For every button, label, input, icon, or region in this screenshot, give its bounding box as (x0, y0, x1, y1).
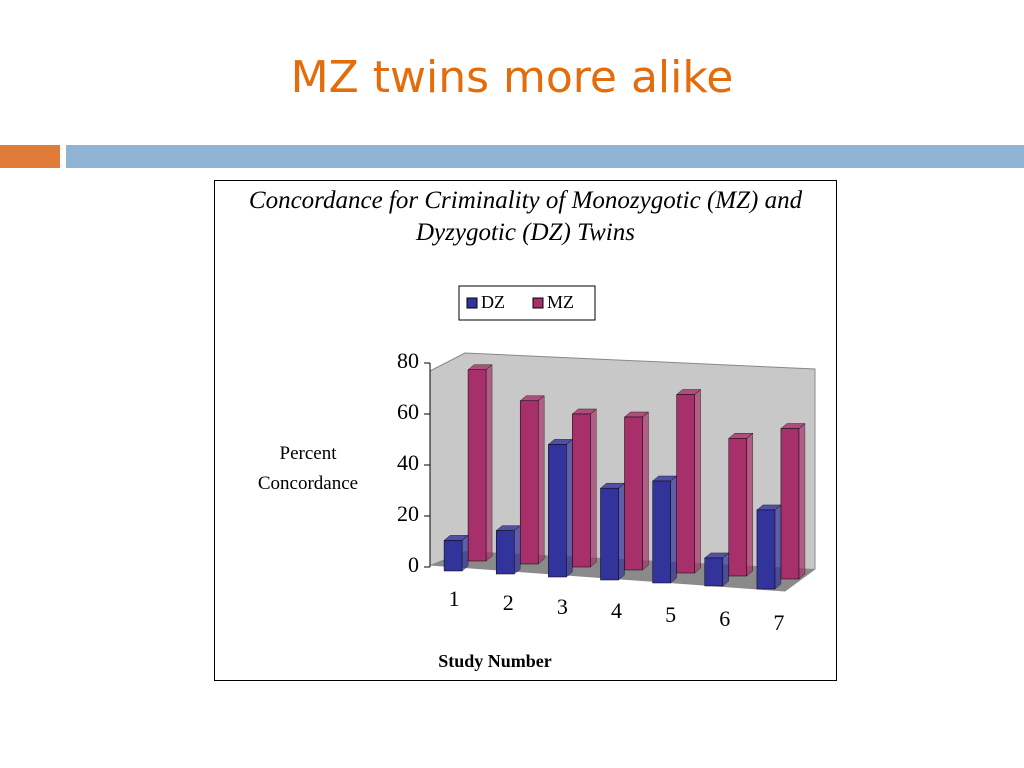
bar (676, 394, 695, 574)
legend-label: MZ (547, 292, 574, 312)
x-tick-label: 5 (665, 602, 676, 627)
bar-side (642, 411, 649, 571)
x-tick-label: 3 (557, 594, 568, 619)
x-tick-label: 2 (503, 590, 514, 615)
bar-side (513, 525, 521, 575)
bar (495, 530, 515, 575)
plot: 0 20 40 60 80 DZ MZ 1 2 3 4 5 6 7 (397, 285, 816, 635)
header-bars (0, 145, 1024, 168)
bar-side (537, 395, 545, 565)
x-tick-label: 1 (449, 586, 460, 611)
bar-side (566, 438, 573, 578)
bar-side (670, 475, 677, 584)
slide-title: MZ twins more alike (290, 52, 734, 103)
legend-label: DZ (481, 292, 505, 312)
bar (704, 557, 724, 587)
x-tick-label: 6 (719, 606, 730, 631)
bar (780, 428, 800, 580)
bar-side (694, 388, 701, 574)
bar (600, 487, 619, 581)
y-tick-label: 80 (397, 348, 419, 373)
y-tick-label: 20 (397, 501, 419, 526)
y-tick-label: 0 (408, 552, 419, 577)
bar (519, 400, 539, 565)
bar (652, 480, 671, 584)
y-tick-label: 60 (397, 399, 419, 424)
y-tick-label: 40 (397, 450, 419, 475)
bar (624, 416, 643, 571)
bar-side (774, 504, 782, 590)
header-bar (66, 145, 1024, 168)
bar-side (798, 423, 806, 580)
x-tick-label: 7 (773, 610, 784, 635)
legend-box (458, 285, 596, 321)
bar-side (485, 364, 493, 562)
legend-swatch (466, 297, 478, 309)
chart: 0 20 40 60 80 DZ MZ 1 2 3 4 5 6 7 Concordance for Cri… (214, 180, 837, 681)
legend-swatch (532, 297, 544, 309)
bar (572, 413, 591, 568)
bar-side (590, 408, 597, 568)
bar-side (618, 482, 625, 581)
bar-side (746, 432, 754, 577)
bar (548, 444, 567, 578)
bar (467, 369, 487, 562)
accent-bar (0, 145, 60, 168)
x-tick-label: 4 (611, 598, 622, 623)
bar (728, 438, 748, 577)
x-axis-label: Study Number (438, 651, 552, 671)
chart-title: Concordance for Criminality of Monozygot… (248, 187, 803, 246)
bar-side (461, 534, 469, 572)
bar (756, 509, 776, 590)
bar-side (722, 552, 730, 587)
y-axis-label: Percent Concordance (257, 443, 359, 494)
bar (443, 540, 463, 572)
